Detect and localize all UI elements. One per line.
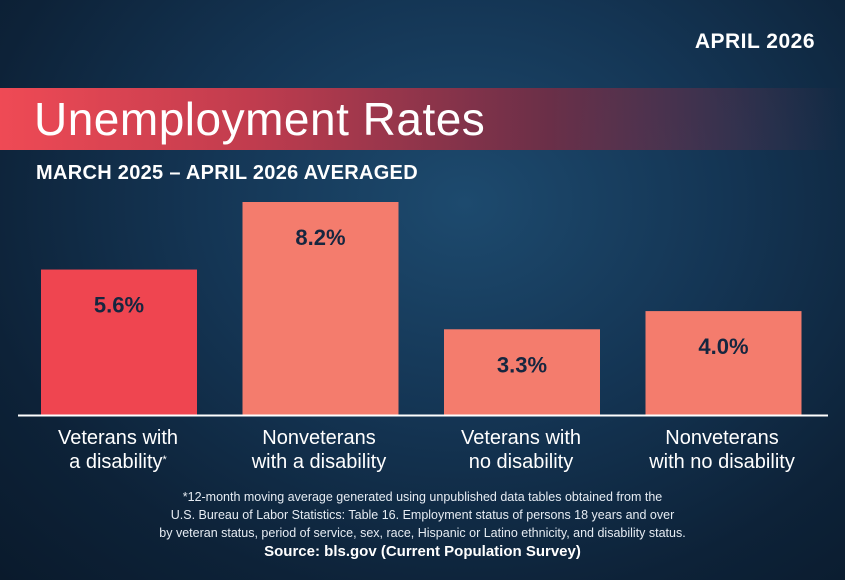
chart-subtitle: MARCH 2025 – APRIL 2026 AVERAGED (36, 162, 418, 184)
bar-nonveterans-no-disability (645, 311, 802, 415)
footnote-line: U.S. Bureau of Labor Statistics: Table 1… (170, 508, 675, 522)
data-label-veterans-no-disability: 3.3% (497, 352, 547, 377)
footnote: *12-month moving average generated using… (60, 488, 785, 542)
footnote-line: *12-month moving average generated using… (182, 490, 663, 504)
category-label-nonveterans-with-disability: Nonveterans with a disability (251, 427, 387, 473)
source-credit: Source: bls.gov (Current Population Surv… (264, 543, 581, 560)
footnote-marker: * (162, 454, 167, 466)
bar-veterans-no-disability (444, 329, 600, 415)
footnote-line: by veteran status, period of service, se… (159, 526, 686, 540)
title-band (0, 88, 845, 150)
data-label-veterans-with-disability: 5.6% (94, 293, 144, 318)
category-label-veterans-no-disability: Veterans with no disability (460, 427, 582, 473)
data-label-nonveterans-with-disability: 8.2% (295, 225, 345, 250)
bar-veterans-with-disability (41, 269, 197, 415)
chart-title: Unemployment Rates (34, 93, 486, 145)
report-date: APRIL 2026 (694, 30, 815, 53)
data-label-nonveterans-no-disability: 4.0% (698, 334, 748, 359)
category-label-veterans-with-disability: Veterans with a disability* (57, 427, 179, 473)
category-label-nonveterans-no-disability: Nonveterans with no disability (649, 427, 795, 473)
bar-nonveterans-with-disability (242, 202, 399, 415)
